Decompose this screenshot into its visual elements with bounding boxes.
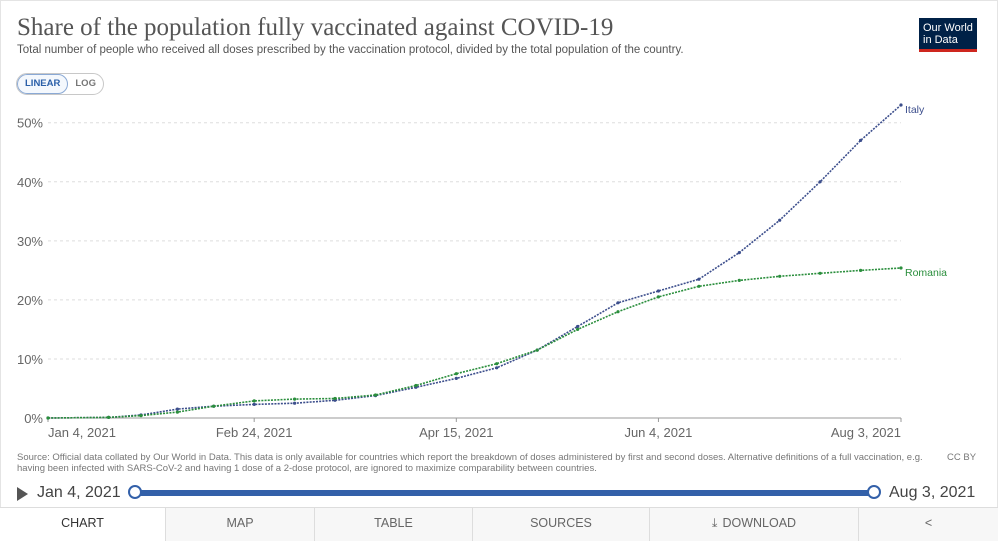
data-point-romania xyxy=(139,414,143,418)
data-point-italy xyxy=(252,402,256,406)
data-point-romania xyxy=(293,397,297,401)
data-point-romania xyxy=(616,310,620,314)
data-point-romania xyxy=(899,266,903,270)
data-point-romania xyxy=(859,268,863,272)
data-point-romania xyxy=(656,295,661,299)
data-point-italy xyxy=(737,251,741,255)
data-point-italy xyxy=(656,289,661,293)
data-point-romania xyxy=(535,348,539,352)
data-point-romania xyxy=(373,393,378,397)
y-tick-label: 40% xyxy=(17,175,43,190)
tab-map[interactable]: MAP xyxy=(165,508,314,541)
data-point-italy xyxy=(818,180,822,184)
timeline-start-handle[interactable] xyxy=(128,485,142,499)
x-tick-label: Jan 4, 2021 xyxy=(48,425,116,440)
data-point-romania xyxy=(818,271,822,275)
y-tick-label: 10% xyxy=(17,352,43,367)
download-icon: ⤓ xyxy=(711,516,718,530)
data-point-romania xyxy=(778,274,782,278)
data-point-italy xyxy=(697,277,701,281)
logo-line1: Our World xyxy=(923,22,973,34)
data-point-romania xyxy=(495,362,499,366)
timeline-end-handle[interactable] xyxy=(867,485,881,499)
series-label-romania: Romania xyxy=(905,267,947,279)
data-point-romania xyxy=(454,372,458,376)
y-tick-label: 30% xyxy=(17,234,43,249)
y-tick-label: 0% xyxy=(24,411,43,426)
tab-download[interactable]: ⤓ DOWNLOAD xyxy=(649,508,858,541)
data-point-romania xyxy=(576,327,580,331)
logo-line2: in Data xyxy=(923,34,958,46)
share-button[interactable]: < xyxy=(858,508,998,541)
data-point-romania xyxy=(175,410,179,414)
timeline-end-label: Aug 3, 2021 xyxy=(889,484,976,501)
source-note: Source: Official data collated by Our Wo… xyxy=(17,452,923,474)
tab-download-label: DOWNLOAD xyxy=(722,516,797,530)
data-point-italy xyxy=(495,366,499,370)
linear-scale-button[interactable]: LINEAR xyxy=(17,74,69,94)
chart-title: Share of the population fully vaccinated… xyxy=(17,14,614,41)
x-tick-label: Jun 4, 2021 xyxy=(624,425,692,440)
data-point-romania xyxy=(737,278,741,282)
y-tick-label: 50% xyxy=(17,116,43,131)
data-point-italy xyxy=(899,103,903,107)
x-tick-label: Aug 3, 2021 xyxy=(831,425,901,440)
data-point-italy xyxy=(778,218,782,222)
data-point-romania xyxy=(212,404,216,408)
chart-subtitle: Total number of people who received all … xyxy=(17,44,684,56)
license-link[interactable]: CC BY xyxy=(947,452,977,463)
data-point-italy xyxy=(293,401,297,405)
data-point-italy xyxy=(454,376,458,380)
tab-table[interactable]: TABLE xyxy=(314,508,472,541)
data-point-italy xyxy=(859,138,863,142)
series-line-romania xyxy=(47,267,902,419)
share-icon: < xyxy=(924,516,933,530)
x-tick-label: Apr 15, 2021 xyxy=(419,425,493,440)
data-point-romania xyxy=(697,284,701,288)
play-icon[interactable] xyxy=(17,487,28,501)
data-point-romania xyxy=(107,415,111,419)
tab-bar: CHART MAP TABLE SOURCES ⤓ DOWNLOAD < xyxy=(0,507,998,541)
y-tick-label: 20% xyxy=(17,293,43,308)
tab-chart[interactable]: CHART xyxy=(0,508,165,541)
data-point-italy xyxy=(175,407,179,411)
series-line-italy xyxy=(47,104,902,419)
timeline: Jan 4, 2021 Aug 3, 2021 xyxy=(0,480,1000,506)
data-point-romania xyxy=(252,399,256,403)
data-point-italy xyxy=(576,324,580,329)
data-point-italy xyxy=(616,301,620,305)
owid-logo[interactable]: Our World in Data xyxy=(919,18,977,52)
series-label-italy: Italy xyxy=(905,104,925,116)
scale-toggle: LINEAR LOG xyxy=(16,73,104,95)
timeline-start-label: Jan 4, 2021 xyxy=(37,484,121,501)
tab-sources[interactable]: SOURCES xyxy=(472,508,649,541)
x-tick-label: Feb 24, 2021 xyxy=(216,425,293,440)
data-point-romania xyxy=(414,383,418,388)
data-point-romania xyxy=(46,416,50,420)
line-chart: 0% 10% 20% 30% 40% 50% Jan 4, 2021 Feb 24, 2021… xyxy=(17,103,947,440)
log-scale-button[interactable]: LOG xyxy=(75,78,96,89)
timeline-track[interactable] xyxy=(134,490,874,496)
data-point-romania xyxy=(333,396,337,401)
